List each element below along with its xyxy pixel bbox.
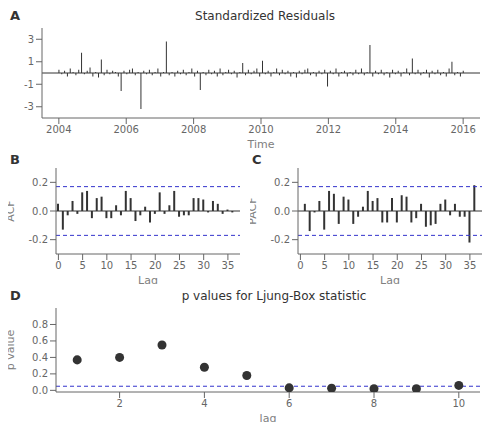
svg-text:2010: 2010 xyxy=(248,124,273,135)
html-text:A: A xyxy=(10,8,21,23)
svg-text:-0.2: -0.2 xyxy=(270,234,290,245)
svg-text:0.2: 0.2 xyxy=(274,177,290,188)
svg-text:Time: Time xyxy=(247,138,275,148)
svg-text:PACF: PACF xyxy=(250,197,259,224)
svg-text:35: 35 xyxy=(464,260,477,271)
svg-text:0: 0 xyxy=(55,260,61,271)
svg-text:5: 5 xyxy=(321,260,327,271)
svg-text:0.8: 0.8 xyxy=(32,319,48,330)
svg-text:3: 3 xyxy=(28,34,34,45)
svg-text:5: 5 xyxy=(79,260,85,271)
svg-text:Lag: Lag xyxy=(380,274,400,284)
svg-text:2: 2 xyxy=(116,398,122,409)
svg-text:0: 0 xyxy=(297,260,303,271)
svg-text:4: 4 xyxy=(201,398,207,409)
svg-text:0.2: 0.2 xyxy=(32,368,48,379)
svg-text:0.2: 0.2 xyxy=(32,177,48,188)
svg-text:2006: 2006 xyxy=(114,124,139,135)
svg-text:0.6: 0.6 xyxy=(32,335,48,346)
svg-text:2008: 2008 xyxy=(181,124,206,135)
svg-text:25: 25 xyxy=(415,260,428,271)
svg-text:35: 35 xyxy=(222,260,235,271)
svg-text:15: 15 xyxy=(125,260,138,271)
svg-text:ACF: ACF xyxy=(8,200,17,221)
svg-text:10: 10 xyxy=(100,260,113,271)
svg-text:2012: 2012 xyxy=(316,124,341,135)
svg-text:p value: p value xyxy=(8,330,17,371)
svg-text:10: 10 xyxy=(452,398,465,409)
svg-text:25: 25 xyxy=(173,260,186,271)
svg-text:10: 10 xyxy=(342,260,355,271)
svg-text:-0.2: -0.2 xyxy=(28,234,48,245)
html-text:p values for Ljung-Box statist: p values for Ljung-Box statistic xyxy=(181,289,367,303)
svg-text:0.4: 0.4 xyxy=(32,352,48,363)
svg-text:0.0: 0.0 xyxy=(32,206,48,217)
svg-text:30: 30 xyxy=(197,260,210,271)
svg-text:2016: 2016 xyxy=(450,124,475,135)
svg-text:2014: 2014 xyxy=(383,124,408,135)
svg-text:20: 20 xyxy=(149,260,162,271)
html-text:Standardized Residuals: Standardized Residuals xyxy=(195,9,335,23)
svg-text:0.0: 0.0 xyxy=(274,206,290,217)
svg-text:lag: lag xyxy=(260,412,277,422)
svg-text:1: 1 xyxy=(28,56,34,67)
svg-text:15: 15 xyxy=(367,260,380,271)
svg-text:8: 8 xyxy=(371,398,377,409)
svg-text:-1: -1 xyxy=(24,79,34,90)
html-text:C: C xyxy=(252,152,262,167)
svg-text:30: 30 xyxy=(439,260,452,271)
html-text:B: B xyxy=(10,152,20,167)
svg-text:Lag: Lag xyxy=(138,274,158,284)
svg-text:20: 20 xyxy=(391,260,404,271)
svg-text:0.0: 0.0 xyxy=(32,385,48,396)
svg-text:-3: -3 xyxy=(24,101,34,112)
html-text:D: D xyxy=(10,288,21,303)
svg-text:6: 6 xyxy=(286,398,292,409)
svg-text:2004: 2004 xyxy=(46,124,71,135)
